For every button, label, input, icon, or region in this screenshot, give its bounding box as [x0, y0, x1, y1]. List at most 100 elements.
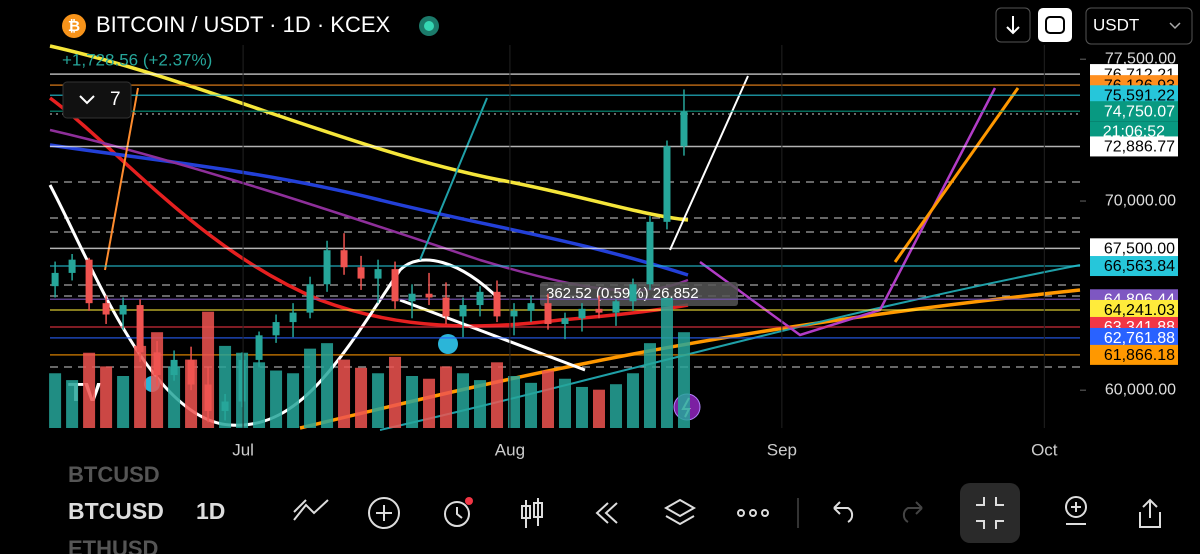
volume-bar: [474, 380, 487, 428]
volume-bar: [338, 359, 351, 428]
volume-bar: [491, 362, 504, 428]
symbol[interactable]: BTCUSD: [68, 498, 164, 524]
price-badge-label: 67,500.00: [1104, 241, 1175, 258]
candle-body: [612, 301, 620, 313]
tool-share[interactable]: [1139, 498, 1161, 528]
interval[interactable]: 1D: [196, 498, 225, 524]
candle-body: [68, 259, 76, 273]
candle-body: [680, 111, 688, 147]
volume-bar: [321, 343, 334, 428]
price-badge: [1090, 344, 1178, 365]
price-badge-label: 62,761.88: [1104, 330, 1175, 347]
candle-body: [646, 221, 654, 285]
volume-bar: [525, 382, 538, 428]
icon-down: [1006, 16, 1020, 35]
price-badge: [1090, 299, 1178, 320]
symbol-next[interactable]: ETHUSD: [68, 536, 158, 554]
price-badge: [1090, 101, 1178, 122]
tool-replay[interactable]: [595, 502, 618, 524]
countdown: 21:06:52: [1103, 123, 1165, 140]
price-badge-label: 74,750.07: [1104, 103, 1175, 120]
volume-bar: [49, 373, 62, 428]
candle-body: [561, 318, 569, 324]
candle-body: [425, 293, 433, 298]
candle-body: [663, 146, 671, 222]
volume-bar: [168, 366, 181, 428]
tool-idea[interactable]: [1065, 496, 1087, 518]
candle-body: [306, 284, 314, 313]
candle-body: [595, 308, 603, 313]
volume-bar: [355, 367, 368, 428]
marks: Jul Aug Sep Oct 60,000.00 70,000.00 77,500.00 7…: [49, 45, 1178, 459]
volume-bar: [440, 366, 453, 428]
candle-body: [391, 269, 399, 302]
price-badge: [1090, 238, 1178, 259]
symbol-title: BITCOIN / USDT · 1D · KCEX: [96, 12, 391, 37]
fullscreen-button[interactable]: [1038, 8, 1072, 42]
price-badge: [1090, 327, 1178, 348]
tool-alert[interactable]: [444, 501, 470, 527]
volume-bar: [287, 373, 300, 428]
y-tick-label: 77,500.00: [1105, 50, 1176, 67]
candle-body: [187, 359, 195, 385]
volume-bar: [457, 373, 470, 428]
coin-icon: [62, 14, 86, 38]
indicators-toggle[interactable]: [62, 81, 132, 119]
volume-bar: [626, 373, 639, 428]
tool-layers[interactable]: [663, 498, 697, 526]
price-badge-label: 72,886.77: [1104, 139, 1175, 156]
measure-label: 362.52 (0.59%) 26,852: [546, 285, 699, 302]
volume-bar: [542, 370, 555, 428]
candle-body: [408, 293, 416, 302]
volume-bar: [134, 345, 147, 428]
price-badge-label: 66,563.84: [1104, 258, 1175, 275]
x-tick-label: Sep: [767, 440, 797, 459]
volume-bar: [117, 376, 130, 428]
x-tick-label: Jul: [232, 440, 254, 459]
candle-body: [374, 269, 382, 279]
tool-undo[interactable]: [833, 501, 854, 523]
volume-bar: [304, 348, 317, 428]
indicators-count: 7: [110, 89, 121, 110]
candle-body: [238, 359, 246, 402]
volume-bar: [372, 373, 385, 428]
candle-body: [629, 284, 637, 302]
candle-body: [102, 303, 110, 315]
icon-square: [1045, 16, 1065, 34]
candle-body: [136, 305, 144, 353]
volume-bar: [270, 370, 283, 428]
price-badge: [1090, 256, 1178, 277]
candle-body: [476, 291, 484, 306]
coin-glyph: ₿: [68, 18, 80, 35]
volume-bar: [677, 332, 690, 428]
volume-bar: [66, 380, 79, 428]
toolbar-right: [1065, 496, 1161, 528]
tool-draw[interactable]: [293, 499, 329, 521]
candle-body: [85, 259, 93, 304]
volume-bar: [592, 389, 605, 428]
volume-bar: [83, 352, 96, 428]
volume-bar: [389, 356, 402, 428]
candle-body: [221, 401, 229, 411]
event-marker[interactable]: [438, 334, 458, 354]
candle-body: [119, 305, 127, 315]
volume-bar: [643, 343, 656, 428]
currency-label: USDT: [1093, 15, 1139, 34]
tool-redo[interactable]: [902, 501, 923, 523]
candle-body: [578, 308, 586, 319]
collapse-button[interactable]: [960, 483, 1020, 543]
x-tick-label: Aug: [495, 440, 525, 459]
currency-select[interactable]: [1085, 7, 1193, 45]
volume-bar: [575, 386, 588, 428]
tool-add[interactable]: [368, 497, 400, 529]
symbol-prev[interactable]: BTCUSD: [68, 462, 160, 487]
candle-body: [340, 250, 348, 268]
volume-bar: [508, 376, 521, 428]
candle-body: [459, 305, 467, 317]
volume-bar: [423, 378, 436, 428]
chevron: [79, 95, 95, 105]
candle-body: [442, 297, 450, 317]
candle-body: [357, 267, 365, 279]
toolbar: [293, 497, 923, 529]
volume-bar: [609, 384, 622, 428]
